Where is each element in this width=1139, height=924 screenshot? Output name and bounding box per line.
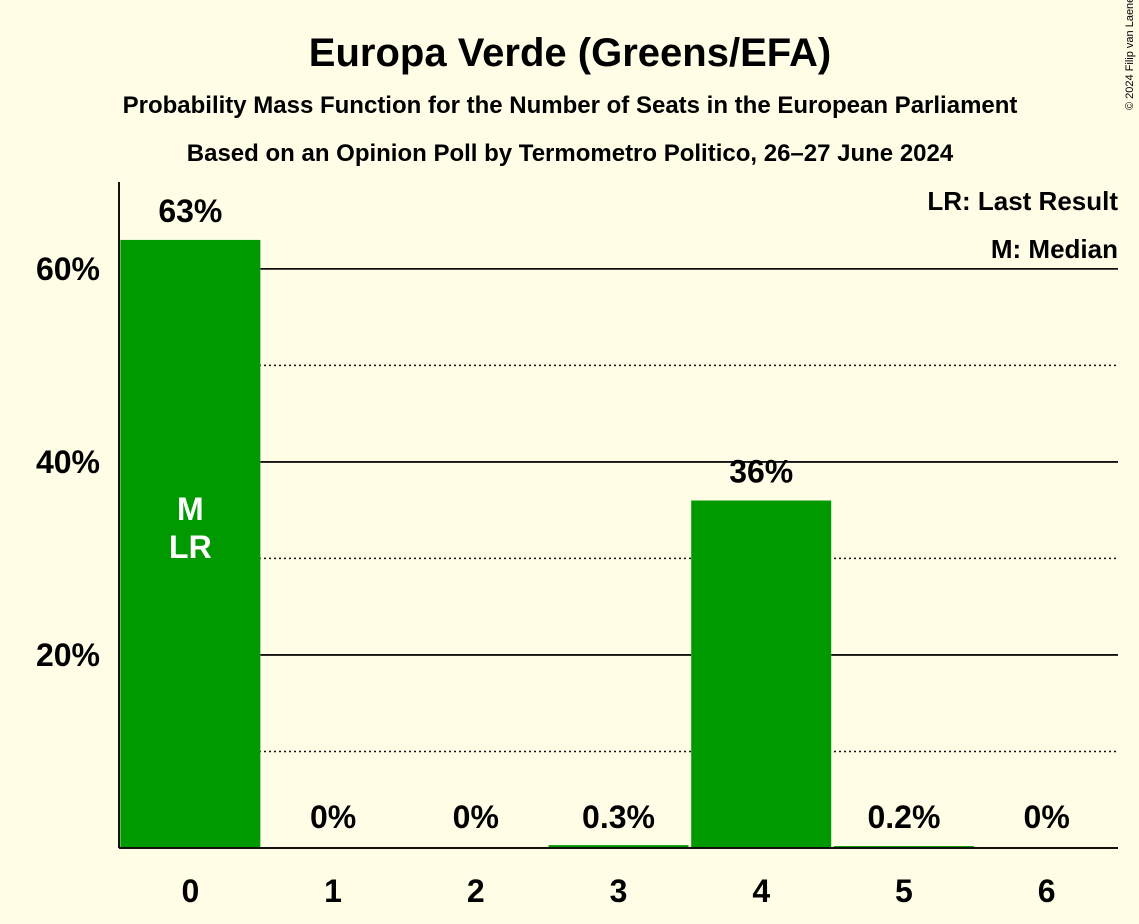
legend-item: M: Median: [991, 234, 1118, 264]
data-label: 0.3%: [582, 799, 655, 835]
legend-item: LR: Last Result: [927, 186, 1118, 216]
x-tick-label: 6: [1038, 873, 1056, 909]
bar-marker-label: LR: [169, 529, 212, 565]
data-label: 63%: [158, 193, 222, 229]
x-tick-label: 3: [610, 873, 628, 909]
gridlines: [259, 267, 1118, 753]
data-label: 0%: [310, 799, 356, 835]
data-labels: 63% 0% 0% 0.3% 36% 0.2% 0% MLR: [158, 193, 1069, 835]
x-tick-label: 0: [181, 873, 199, 909]
copyright-note: © 2024 Filip van Laenen: [1124, 0, 1136, 110]
y-tick-label: 20%: [36, 637, 100, 673]
x-tick-label: 5: [895, 873, 913, 909]
chart-subtitle: Probability Mass Function for the Number…: [123, 92, 1018, 119]
x-tick-label: 4: [752, 873, 770, 909]
bar-marker-label: M: [177, 491, 204, 527]
data-label: 0%: [1024, 799, 1070, 835]
chart-subtitle-source: Based on an Opinion Poll by Termometro P…: [187, 140, 954, 167]
data-label: 0.2%: [867, 799, 940, 835]
bars: [120, 237, 974, 849]
data-label: 0%: [453, 799, 499, 835]
axes: 20% 40% 60% 0 1 2 3 4 5 6: [36, 182, 1118, 909]
y-tick-label: 40%: [36, 444, 100, 480]
chart-title: Europa Verde (Greens/EFA): [309, 31, 831, 75]
legend: LR: Last Result M: Median: [927, 186, 1118, 264]
y-tick-label: 60%: [36, 251, 100, 287]
bar: [548, 845, 689, 848]
bar-backdrop: [833, 844, 974, 848]
bar: [120, 239, 261, 849]
bar: [691, 500, 832, 848]
x-tick-label: 2: [467, 873, 485, 909]
x-tick-label: 1: [324, 873, 342, 909]
data-label: 36%: [729, 454, 793, 490]
